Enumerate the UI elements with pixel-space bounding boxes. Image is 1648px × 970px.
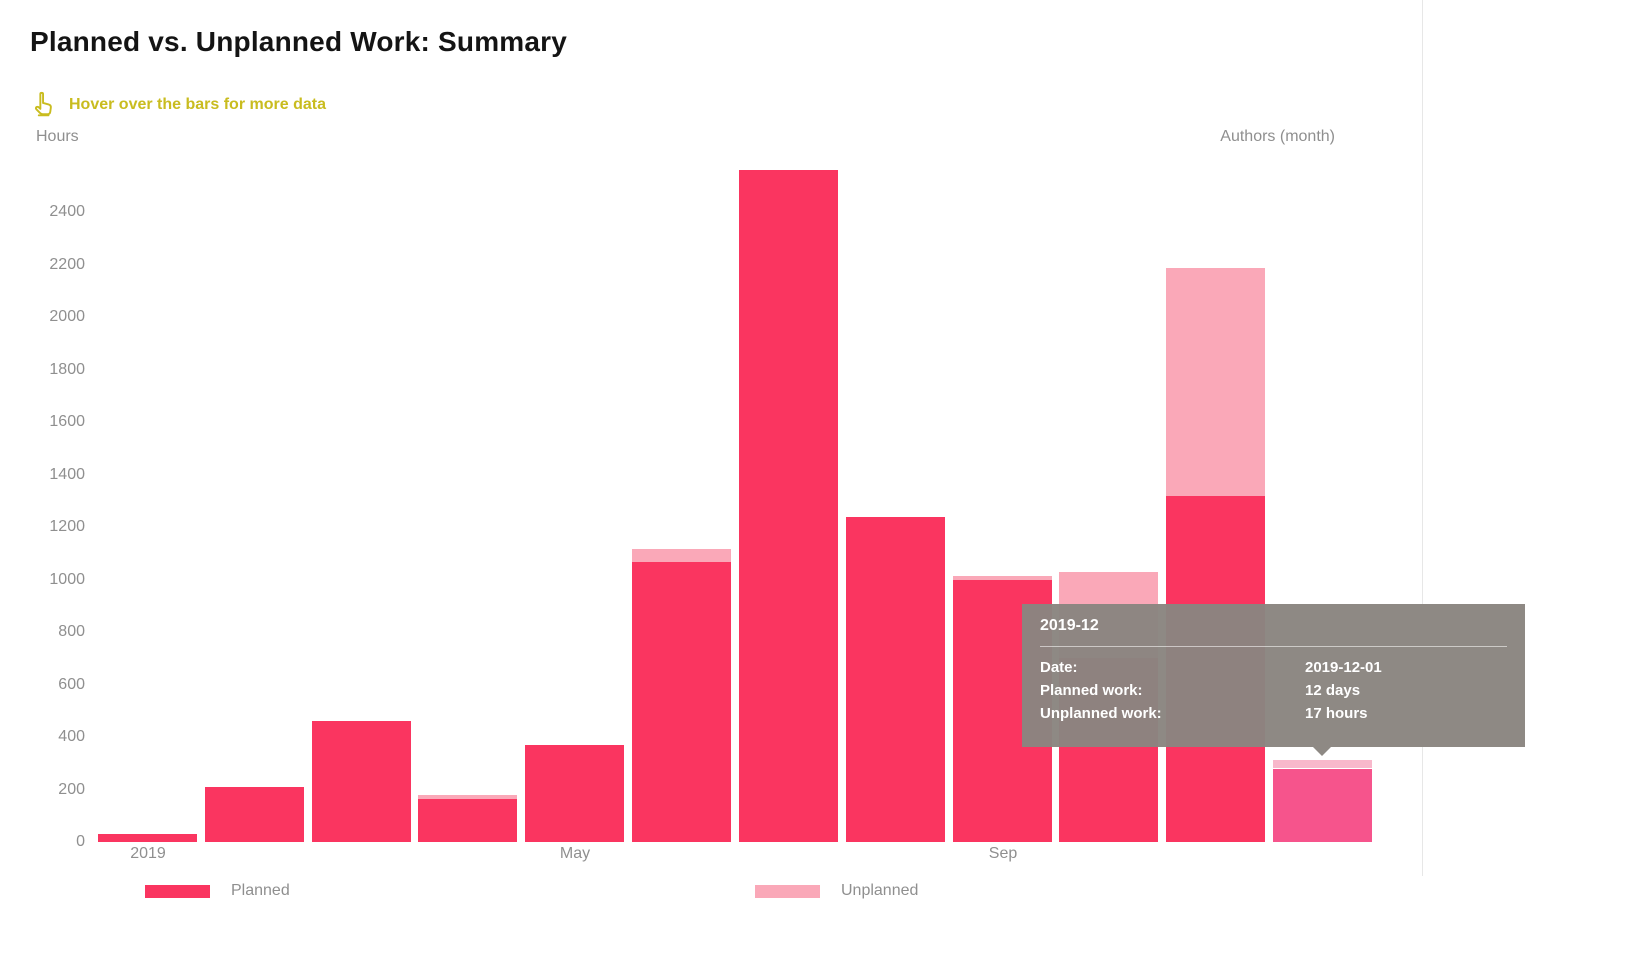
planned-swatch bbox=[145, 884, 210, 898]
bar-2019-07-planned[interactable] bbox=[739, 170, 838, 842]
tooltip-planned-value: 12 days bbox=[1305, 682, 1361, 699]
y-tick-1200: 1200 bbox=[49, 518, 85, 535]
y-tick-600: 600 bbox=[58, 675, 85, 693]
panel-divider bbox=[1422, 0, 1423, 876]
bar-2019-04-unplanned[interactable] bbox=[418, 794, 517, 799]
x-tick-May: May bbox=[559, 845, 591, 862]
tooltip-row-planned: Planned work: 12 days bbox=[1040, 679, 1507, 702]
legend-item-unplanned[interactable]: Unplanned bbox=[755, 882, 918, 900]
bar-2019-06-planned[interactable] bbox=[632, 562, 731, 842]
y-tick-2200: 2200 bbox=[49, 255, 85, 273]
y-tick-2400: 2400 bbox=[49, 203, 85, 220]
legend-item-planned[interactable]: Planned bbox=[145, 882, 290, 900]
y-tick-1600: 1600 bbox=[49, 413, 85, 430]
bar-2019-12-planned[interactable] bbox=[1273, 768, 1372, 842]
bar-2019-02-planned[interactable] bbox=[205, 786, 304, 842]
bar-2019-06-unplanned[interactable] bbox=[632, 549, 731, 563]
hover-tooltip: 2019-12 Date: 2019-12-01 Planned work: 1… bbox=[1022, 604, 1525, 747]
bar-2019-03-planned[interactable] bbox=[312, 721, 411, 842]
y-axis-unit-label: Hours bbox=[36, 128, 79, 145]
hover-hint: Hover over the bars for more data bbox=[30, 90, 326, 120]
tooltip-planned-label: Planned work: bbox=[1040, 682, 1143, 699]
y-tick-1000: 1000 bbox=[49, 570, 85, 588]
bar-2019-09-unplanned[interactable] bbox=[953, 575, 1052, 580]
x-tick-Sep: Sep bbox=[988, 845, 1018, 862]
hover-hint-text: Hover over the bars for more data bbox=[69, 96, 326, 113]
tooltip-row-date: Date: 2019-12-01 bbox=[1040, 656, 1507, 679]
hand-pointer-icon bbox=[30, 90, 57, 120]
y-tick-400: 400 bbox=[58, 728, 85, 745]
bar-2019-08-planned[interactable] bbox=[846, 516, 945, 842]
tooltip-date-label: Date: bbox=[1040, 659, 1078, 676]
page-title: Planned vs. Unplanned Work: Summary bbox=[30, 26, 568, 57]
chart-legend: Planned Unplanned bbox=[0, 880, 1648, 904]
y-tick-800: 800 bbox=[58, 623, 85, 640]
tooltip-date-value: 2019-12-01 bbox=[1305, 659, 1382, 676]
legend-label-unplanned: Unplanned bbox=[841, 882, 919, 899]
y-tick-200: 200 bbox=[58, 780, 85, 798]
tooltip-unplanned-label: Unplanned work: bbox=[1040, 705, 1162, 722]
bar-2019-01-planned[interactable] bbox=[98, 834, 197, 842]
y-tick-2000: 2000 bbox=[49, 308, 85, 325]
y-tick-1800: 1800 bbox=[49, 360, 85, 378]
bar-2019-05-planned[interactable] bbox=[525, 744, 624, 842]
y-tick-1400: 1400 bbox=[49, 465, 85, 483]
y-tick-0: 0 bbox=[76, 833, 85, 850]
x-tick-2019: 2019 bbox=[130, 845, 166, 862]
bar-2019-04-planned[interactable] bbox=[418, 798, 517, 842]
tooltip-arrow bbox=[1313, 747, 1331, 756]
tooltip-title: 2019-12 bbox=[1040, 617, 1099, 634]
tooltip-row-unplanned: Unplanned work: 17 hours bbox=[1040, 702, 1507, 725]
x-axis-unit-label: Authors (month) bbox=[1220, 128, 1335, 145]
bar-2019-11-unplanned[interactable] bbox=[1166, 268, 1265, 496]
unplanned-swatch bbox=[755, 884, 820, 898]
tooltip-unplanned-value: 17 hours bbox=[1305, 705, 1368, 722]
tooltip-separator bbox=[1040, 646, 1507, 647]
bar-2019-12-unplanned[interactable] bbox=[1273, 760, 1372, 769]
legend-label-planned: Planned bbox=[231, 882, 290, 899]
